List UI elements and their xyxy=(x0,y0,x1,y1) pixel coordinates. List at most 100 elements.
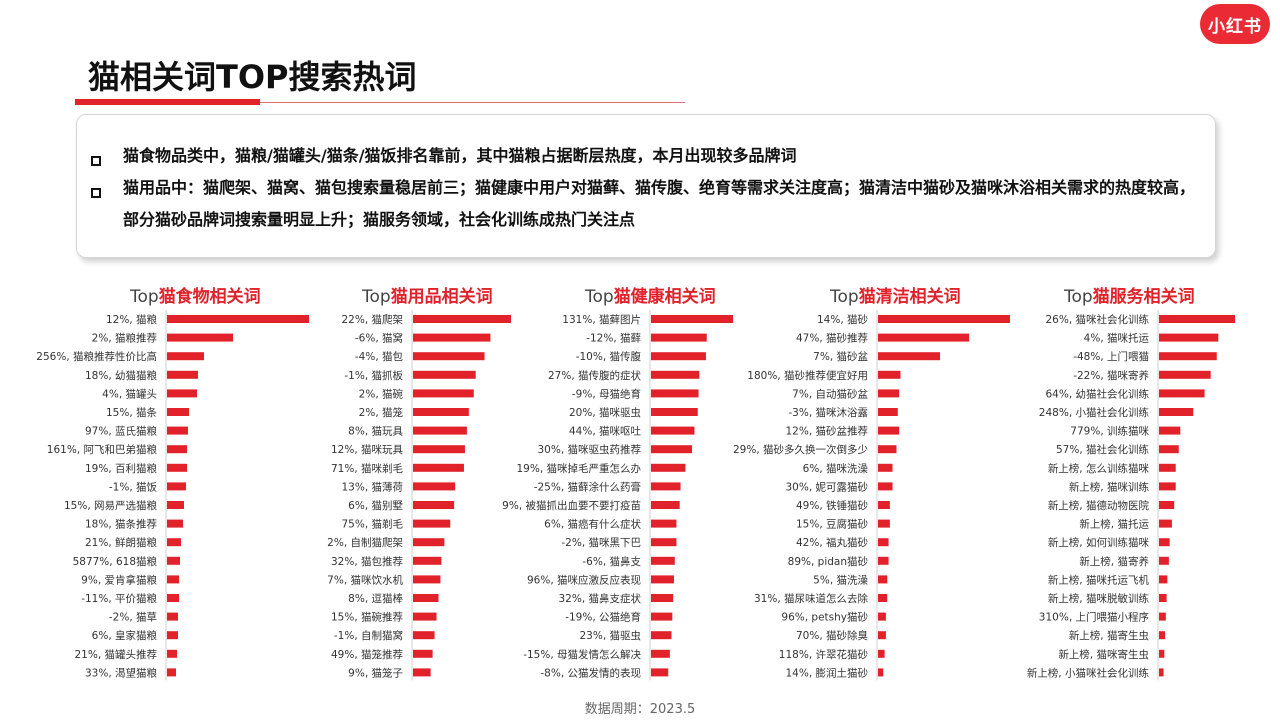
category-label: 6%, 猫咪洗澡 xyxy=(803,462,869,475)
category-label: 15%, 猫碗推荐 xyxy=(331,611,403,624)
category-label: 新上榜, 小猫咪社会化训练 xyxy=(1027,666,1150,679)
category-label: -25%, 猫藓涂什么药膏 xyxy=(534,480,641,493)
category-label: -22%, 猫咪寄养 xyxy=(1073,369,1149,382)
category-label: 70%, 猫砂除臭 xyxy=(796,629,869,642)
category-label: 75%, 猫剃毛 xyxy=(341,518,403,531)
bar xyxy=(878,556,889,565)
category-label: 2%, 自制猫爬架 xyxy=(327,536,403,549)
bar xyxy=(167,612,178,621)
bar xyxy=(413,333,491,342)
bar xyxy=(651,389,699,398)
bar xyxy=(651,482,681,491)
chart-title: Top猫服务相关词 xyxy=(1064,287,1195,307)
bar xyxy=(413,538,445,547)
xiaohongshu-logo: 小红书 xyxy=(1200,4,1270,44)
category-label: 22%, 猫爬架 xyxy=(341,313,403,326)
bar xyxy=(1159,315,1235,323)
chart-plot: 131%, 猫藓图片 -12%, 猫藓 -10%, 猫传腹 27%, 猫传腹的症状 -9… xyxy=(502,310,733,681)
category-label: 57%, 猫社会化训练 xyxy=(1056,443,1150,456)
category-label: 新上榜, 怎么训练猫咪 xyxy=(1048,462,1150,475)
bar xyxy=(413,482,456,491)
category-label: 6%, 皇家猫粮 xyxy=(92,629,158,642)
bar xyxy=(1159,575,1168,584)
category-label: 20%, 猫咪驱虫 xyxy=(569,406,641,419)
category-label: 27%, 猫传腹的症状 xyxy=(548,369,642,382)
bar xyxy=(878,575,888,584)
bar xyxy=(1159,556,1169,565)
category-label: 180%, 猫砂推荐便宜好用 xyxy=(747,369,868,382)
category-label: 新上榜, 猫咪托运飞机 xyxy=(1048,573,1150,586)
bar xyxy=(651,501,680,509)
bar xyxy=(167,668,176,677)
category-label: -3%, 猫咪沐浴露 xyxy=(788,406,868,419)
category-label: -1%, 猫抓板 xyxy=(344,369,403,382)
bar xyxy=(651,668,669,677)
category-label: 15%, 猫条 xyxy=(106,406,158,419)
bar xyxy=(651,463,686,472)
category-label: 779%, 训练猫咪 xyxy=(1070,425,1149,438)
category-label: 12%, 猫咪玩具 xyxy=(331,443,404,456)
bar xyxy=(878,668,884,677)
category-label: 18%, 幼猫猫粮 xyxy=(85,369,158,382)
category-label: 21%, 猫罐头推荐 xyxy=(74,648,157,661)
bar xyxy=(413,649,433,658)
bar xyxy=(167,408,189,416)
category-label: 29%, 猫砂多久换一次倒多少 xyxy=(733,443,868,456)
category-label: -11%, 平价猫粮 xyxy=(81,592,157,605)
category-label: -6%, 猫窝 xyxy=(355,332,403,345)
category-label: 6%, 猫癌有什么症状 xyxy=(544,518,641,531)
category-label: 64%, 幼猫社会化训练 xyxy=(1045,387,1149,400)
summary-box: 猫食物品类中，猫粮/猫罐头/猫条/猫饭排名靠前，其中猫粮占据断层热度，本月出现较… xyxy=(76,114,1216,258)
bar xyxy=(878,538,889,547)
summary-text: 猫用品中：猫爬架、猫窝、猫包搜索量稳居前三；猫健康中用户对猫藓、猫传腹、绝育等需… xyxy=(123,178,1196,229)
category-label: 23%, 猫驱虫 xyxy=(579,629,641,642)
category-label: -9%, 母猫绝育 xyxy=(572,387,641,400)
category-label: 13%, 猫薄荷 xyxy=(341,480,403,493)
category-label: -12%, 猫藓 xyxy=(586,332,641,345)
chart-title: Top猫用品相关词 xyxy=(362,287,493,307)
page-title: 猫相关词TOP搜索热词 xyxy=(88,58,417,96)
bar xyxy=(878,631,886,640)
bar xyxy=(878,482,893,491)
bar xyxy=(413,445,465,454)
category-label: 新上榜, 猫寄养 xyxy=(1079,555,1149,568)
bar xyxy=(651,612,673,621)
category-label: 新上榜, 如何训练猫咪 xyxy=(1048,536,1150,549)
category-label: 新上榜, 猫咪寄生虫 xyxy=(1058,648,1149,661)
category-label: -2%, 猫咪黑下巴 xyxy=(561,536,641,549)
bar xyxy=(878,408,898,416)
bar xyxy=(651,631,672,640)
category-label: 42%, 福丸猫砂 xyxy=(796,536,869,549)
category-label: 18%, 猫条推荐 xyxy=(85,518,157,531)
bar xyxy=(651,352,706,361)
bar xyxy=(167,333,233,342)
bar xyxy=(413,668,431,677)
bar xyxy=(167,538,181,547)
category-label: -15%, 母猫发情怎么解决 xyxy=(523,648,641,661)
bar xyxy=(1159,594,1167,602)
bar xyxy=(651,594,674,602)
bar xyxy=(413,556,442,565)
bar xyxy=(167,426,188,435)
chart-title: Top猫食物相关词 xyxy=(130,287,261,307)
category-label: -10%, 猫传腹 xyxy=(576,350,642,363)
bar xyxy=(413,463,464,472)
category-label: 30%, 妮可露猫砂 xyxy=(785,480,868,493)
summary-text: 猫食物品类中，猫粮/猫罐头/猫条/猫饭排名靠前，其中猫粮占据断层热度，本月出现较… xyxy=(123,146,797,165)
category-label: 161%, 阿飞和巴弟猫粮 xyxy=(47,443,158,456)
bar xyxy=(651,333,707,342)
bar xyxy=(651,538,677,547)
bar xyxy=(167,445,187,454)
category-label: 310%, 上门喂猫小程序 xyxy=(1039,611,1149,624)
category-label: 15%, 豆腐猫砂 xyxy=(796,518,869,531)
category-label: 118%, 许翠花猫砂 xyxy=(779,648,869,661)
category-label: 新上榜, 猫咪脱敏训练 xyxy=(1048,592,1150,605)
category-label: 6%, 猫别墅 xyxy=(348,499,403,512)
category-label: 9%, 爱肯拿猫粮 xyxy=(81,573,157,586)
bar xyxy=(167,352,204,361)
bar xyxy=(167,501,184,509)
category-label: 9%, 猫笼子 xyxy=(348,666,403,679)
bar xyxy=(651,370,700,379)
chart-plot: 22%, 猫爬架 -6%, 猫窝 -4%, 猫包 -1%, 猫抓板 2%, 猫碗 2%, … xyxy=(327,310,511,681)
category-label: 2%, 猫碗 xyxy=(359,387,404,400)
